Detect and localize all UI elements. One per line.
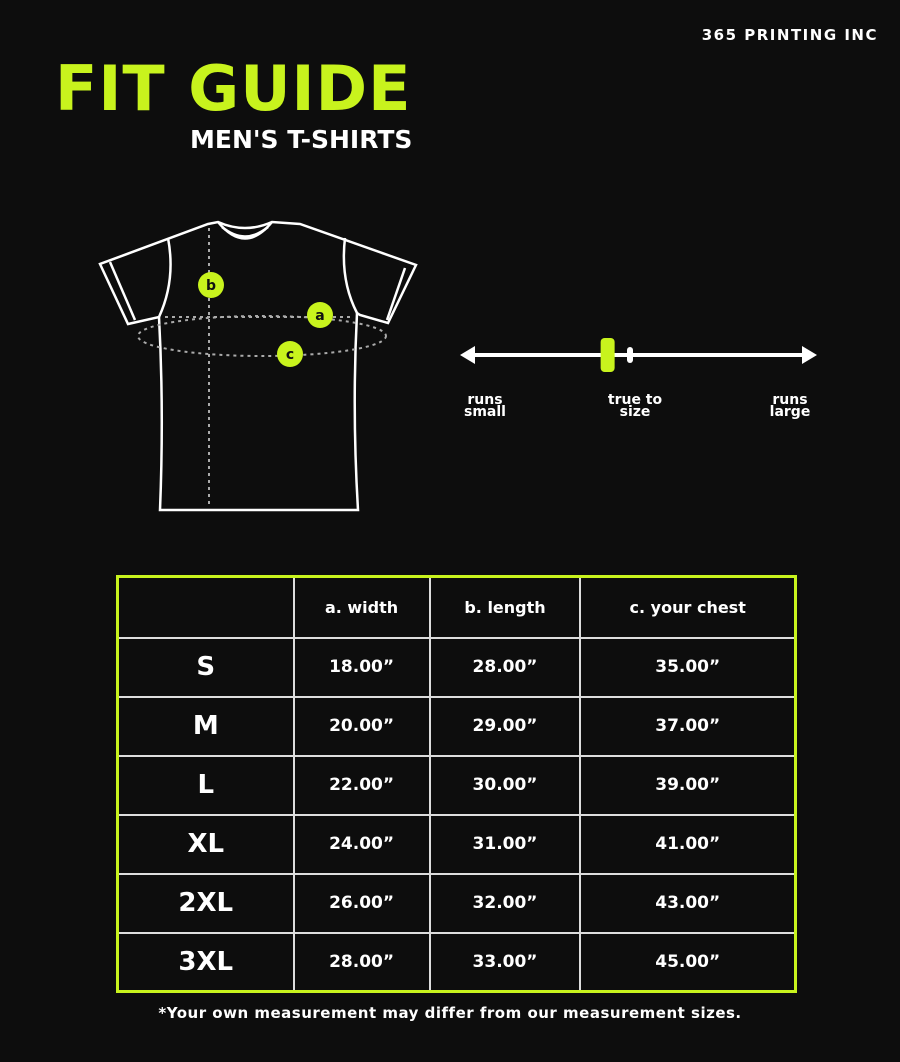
- measure-badge-b: b: [198, 272, 224, 298]
- runs-large-label: runs large: [769, 392, 811, 420]
- size-cell: S: [116, 636, 295, 698]
- length-cell: 31.00”: [428, 813, 582, 875]
- length-cell: 28.00”: [428, 636, 582, 698]
- width-cell: 26.00”: [292, 872, 431, 934]
- width-cell: 24.00”: [292, 813, 431, 875]
- svg-text:a: a: [315, 308, 324, 324]
- arrow-left-icon: [460, 346, 475, 364]
- svg-text:b: b: [206, 278, 216, 294]
- width-cell: 28.00”: [292, 931, 431, 993]
- length-cell: 29.00”: [428, 695, 582, 757]
- header-chest: c. your chest: [579, 575, 797, 639]
- measure-badge-c: c: [277, 341, 303, 367]
- table-row: 3XL 28.00” 33.00” 45.00”: [116, 931, 797, 993]
- chest-cell: 43.00”: [579, 872, 797, 934]
- chest-cell: 35.00”: [579, 636, 797, 698]
- true-to-size-label: true to size: [607, 392, 663, 420]
- size-cell: 3XL: [116, 931, 295, 993]
- size-chart-table: a. width b. length c. your chest S 18.00”…: [116, 575, 797, 993]
- table-row: 2XL 26.00” 32.00” 43.00”: [116, 872, 797, 934]
- fit-scale: runs small true to size runs large: [455, 330, 825, 430]
- length-cell: 30.00”: [428, 754, 582, 816]
- length-cell: 32.00”: [428, 872, 582, 934]
- tshirt-diagram: b a c: [98, 220, 418, 512]
- table-header-row: a. width b. length c. your chest: [116, 575, 797, 639]
- table-row: M 20.00” 29.00” 37.00”: [116, 695, 797, 757]
- chest-cell: 39.00”: [579, 754, 797, 816]
- size-cell: XL: [116, 813, 295, 875]
- size-cell: L: [116, 754, 295, 816]
- table-row: S 18.00” 28.00” 35.00”: [116, 636, 797, 698]
- header-size: [116, 575, 295, 639]
- header-width: a. width: [292, 575, 431, 639]
- svg-text:c: c: [286, 347, 294, 363]
- brand-name: 365 PRINTING INC: [701, 26, 878, 44]
- width-cell: 20.00”: [292, 695, 431, 757]
- arrow-right-icon: [802, 346, 817, 364]
- page-title: FIT GUIDE: [55, 52, 412, 125]
- width-cell: 22.00”: [292, 754, 431, 816]
- size-cell: 2XL: [116, 872, 295, 934]
- chest-cell: 37.00”: [579, 695, 797, 757]
- width-cell: 18.00”: [292, 636, 431, 698]
- measurement-note: *Your own measurement may differ from ou…: [158, 1004, 742, 1022]
- page-subtitle: MEN'S T-SHIRTS: [190, 125, 413, 154]
- chest-cell: 41.00”: [579, 813, 797, 875]
- true-to-size-tick: [627, 347, 633, 363]
- length-cell: 33.00”: [428, 931, 582, 993]
- table-row: L 22.00” 30.00” 39.00”: [116, 754, 797, 816]
- table-row: XL 24.00” 31.00” 41.00”: [116, 813, 797, 875]
- runs-small-label: runs small: [464, 392, 506, 420]
- header-length: b. length: [428, 575, 582, 639]
- measure-badge-a: a: [307, 302, 333, 328]
- fit-marker: [600, 338, 615, 372]
- chest-cell: 45.00”: [579, 931, 797, 993]
- size-cell: M: [116, 695, 295, 757]
